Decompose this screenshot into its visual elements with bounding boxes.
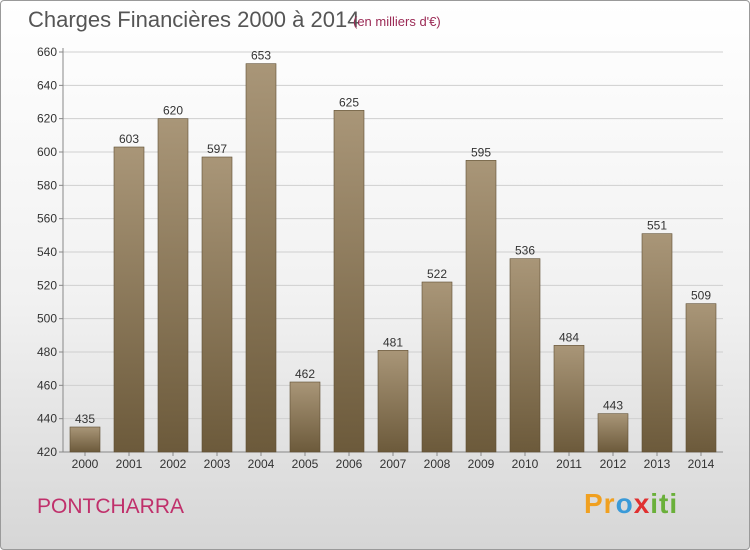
x-tick-label-2009: 2009 (468, 457, 495, 471)
bar-2004 (245, 63, 277, 453)
y-tick-label: 580 (37, 178, 57, 192)
value-label-2004: 653 (251, 49, 271, 63)
bar-2014 (685, 303, 717, 453)
y-tick-label: 500 (37, 312, 57, 326)
y-tick-label: 560 (37, 212, 57, 226)
value-label-2011: 484 (559, 330, 579, 344)
label-layer: 435 2000 603 2001 620 2002 597 2003 653 2004 462 20… (72, 49, 715, 471)
x-tick-label-2000: 2000 (72, 457, 99, 471)
value-label-2001: 603 (119, 132, 139, 146)
bar-2007 (377, 350, 409, 453)
x-tick-label-2007: 2007 (380, 457, 407, 471)
x-tick-label-2003: 2003 (204, 457, 231, 471)
y-tick-label: 540 (37, 245, 57, 259)
y-tick-label: 420 (37, 445, 57, 459)
x-tick-label-2008: 2008 (424, 457, 451, 471)
bar-2008 (421, 281, 453, 453)
bar-2012 (597, 413, 629, 453)
value-label-2005: 462 (295, 367, 315, 381)
value-label-2002: 620 (163, 104, 183, 118)
bar-2002 (157, 118, 189, 453)
value-label-2003: 597 (207, 142, 227, 156)
value-label-2014: 509 (691, 289, 711, 303)
bar-2011 (553, 345, 585, 453)
y-tick-label: 520 (37, 278, 57, 292)
proxiti-logo[interactable]: Proxiti (584, 488, 678, 520)
value-label-2009: 595 (471, 145, 491, 159)
bar-2005 (289, 381, 321, 453)
chart-title: Charges Financières 2000 à 2014 (28, 7, 360, 32)
logo-part: x (633, 488, 651, 519)
x-tick-label-2001: 2001 (116, 457, 143, 471)
y-tick-label: 460 (37, 378, 57, 392)
x-tick-label-2005: 2005 (292, 457, 319, 471)
value-label-2000: 435 (75, 412, 95, 426)
logo-part: Pr (584, 488, 616, 519)
bar-2010 (509, 258, 541, 453)
x-tick-label-2006: 2006 (336, 457, 363, 471)
x-tick-label-2013: 2013 (644, 457, 671, 471)
y-tick-label: 660 (37, 45, 57, 59)
y-tick-label: 440 (37, 412, 57, 426)
x-tick-label-2002: 2002 (160, 457, 187, 471)
commune-name: PONTCHARRA (37, 495, 185, 518)
logo-part: iti (650, 488, 679, 519)
chart-subtitle: (en milliers d'€) (353, 14, 441, 29)
axis-layer: 420 440 460 480 500 520 540 560 580 600 620 640 660 (37, 45, 723, 459)
bar-2009 (465, 160, 497, 453)
value-label-2008: 522 (427, 267, 447, 281)
bar-2000 (69, 426, 101, 453)
bar-2003 (201, 156, 233, 453)
value-label-2010: 536 (515, 244, 535, 258)
x-tick-label-2011: 2011 (556, 457, 582, 471)
bar-2001 (113, 146, 145, 453)
bar-layer (69, 63, 717, 453)
x-tick-label-2012: 2012 (600, 457, 627, 471)
value-label-2006: 625 (339, 95, 359, 109)
x-tick-label-2004: 2004 (248, 457, 275, 471)
y-tick-label: 620 (37, 112, 57, 126)
x-tick-label-2014: 2014 (688, 457, 715, 471)
y-tick-label: 480 (37, 345, 57, 359)
bar-2006 (333, 110, 365, 453)
value-label-2007: 481 (383, 335, 403, 349)
value-label-2013: 551 (647, 219, 667, 233)
logo-part: o (615, 488, 634, 519)
y-tick-label: 640 (37, 78, 57, 92)
x-tick-label-2010: 2010 (512, 457, 539, 471)
value-label-2012: 443 (603, 399, 623, 413)
y-tick-label: 600 (37, 145, 57, 159)
bar-2013 (641, 233, 673, 453)
